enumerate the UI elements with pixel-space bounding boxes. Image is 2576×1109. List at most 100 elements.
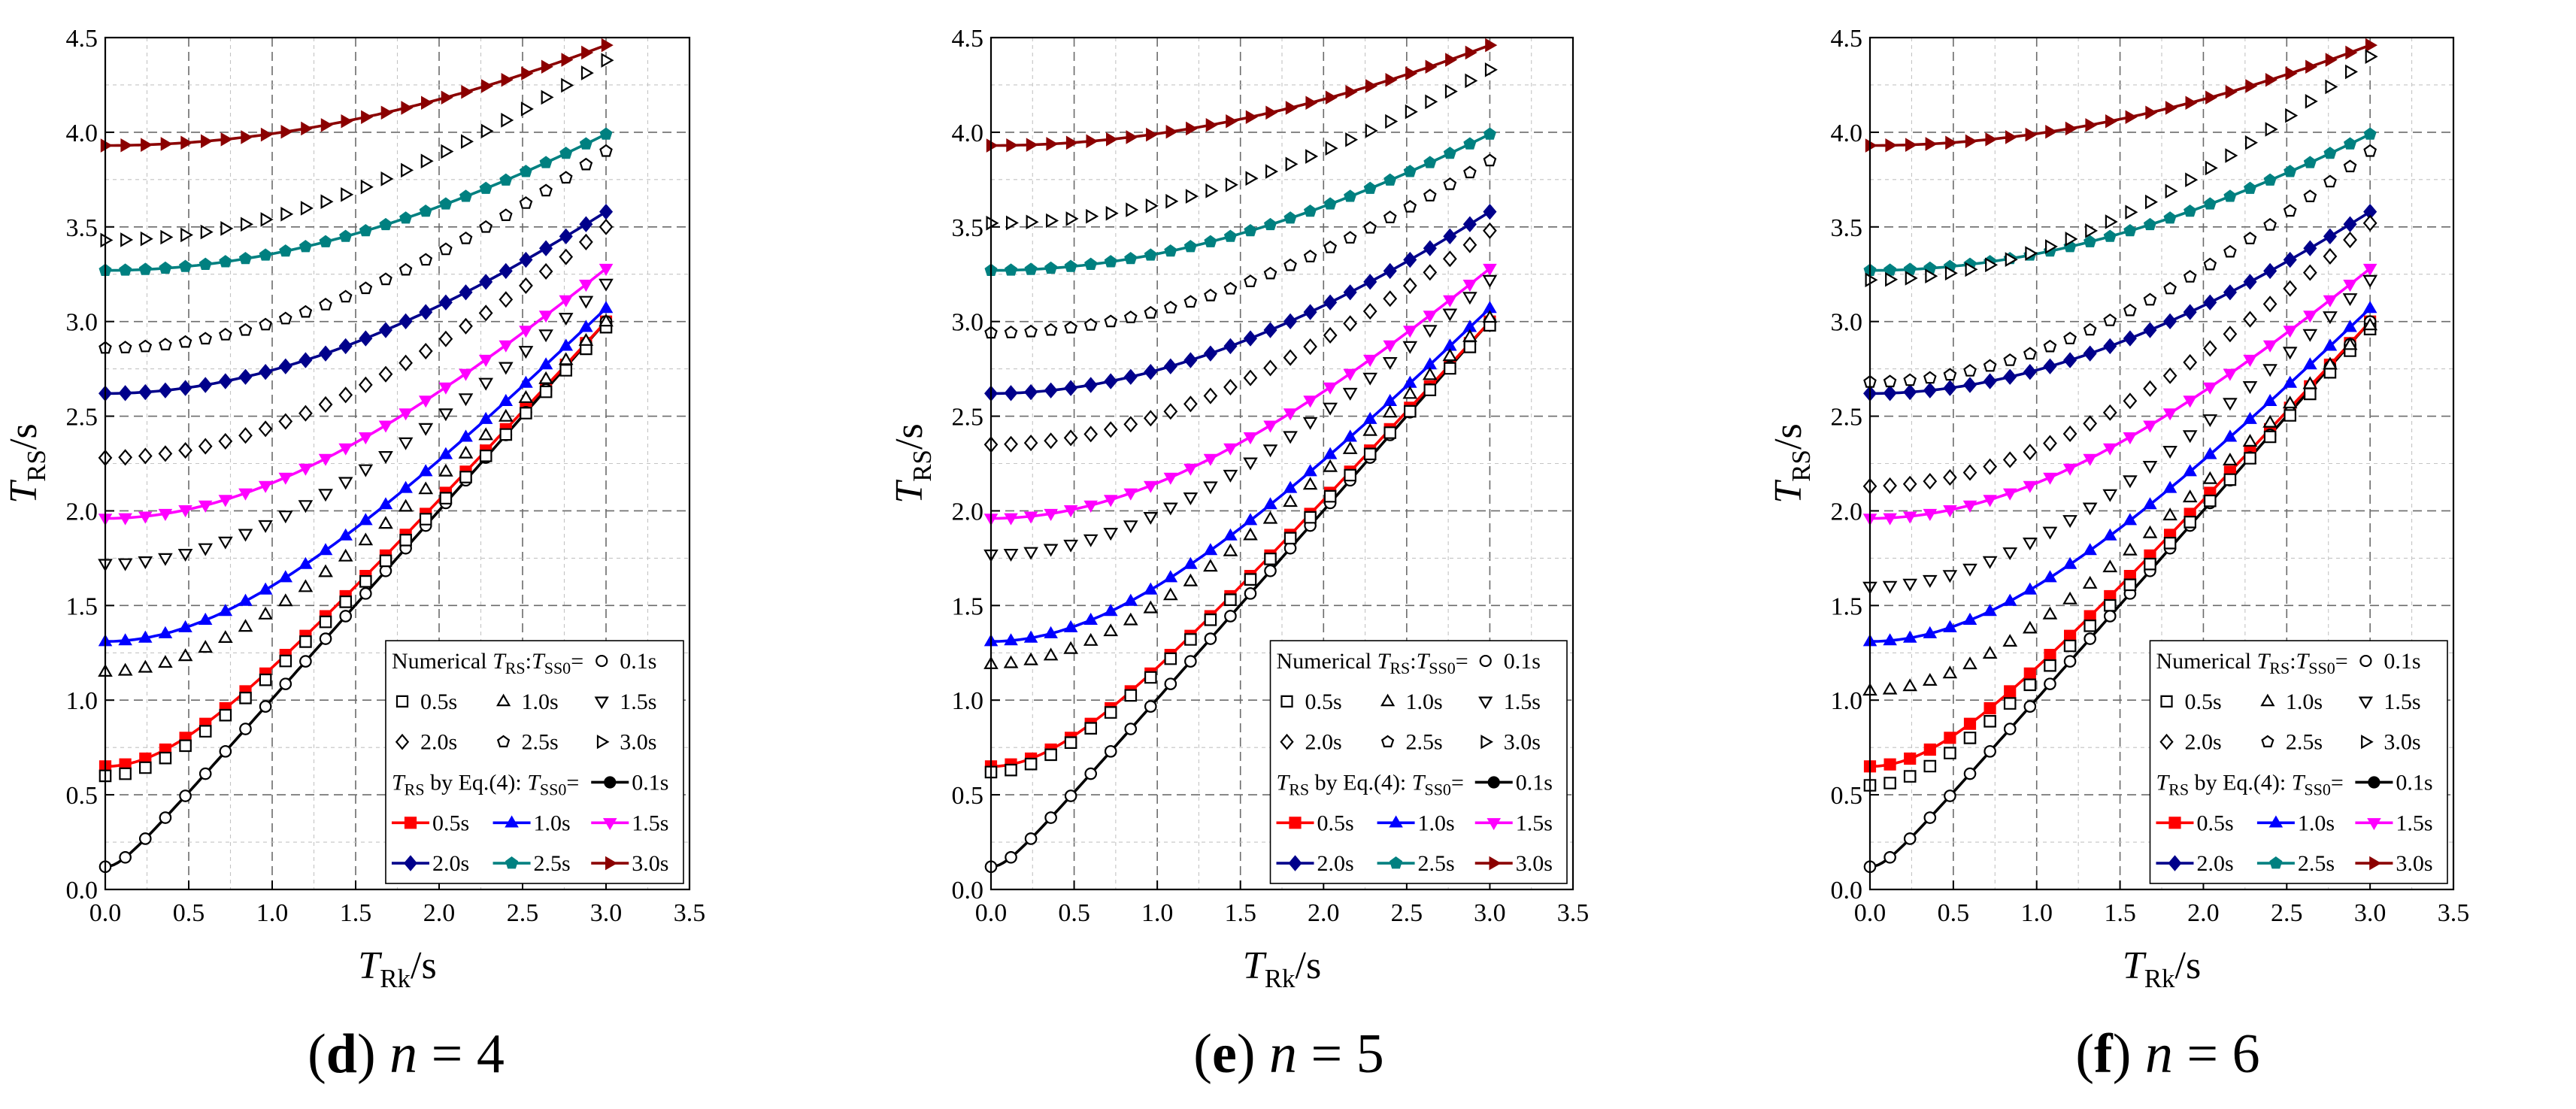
data-point [1203, 559, 1218, 572]
data-point [1183, 295, 1198, 308]
legend-label: 2.0s [2196, 851, 2233, 876]
data-point [2363, 127, 2377, 140]
data-point [279, 244, 292, 257]
data-point [199, 767, 212, 780]
data-point [241, 217, 254, 232]
data-point [138, 630, 153, 643]
data-point [499, 208, 513, 221]
data-point [2283, 375, 2298, 388]
data-point [1385, 114, 1399, 129]
data-point [2183, 353, 2198, 371]
data-point [2202, 414, 2218, 427]
y-tick-label: 2.5 [952, 404, 984, 432]
axes-frame [104, 36, 691, 891]
data-point [458, 445, 474, 459]
y-tick-label: 1.5 [1831, 592, 1863, 620]
data-point [238, 323, 253, 336]
data-point [1224, 593, 1237, 606]
data-point [579, 280, 593, 292]
data-point [138, 832, 152, 845]
axes-frame [1868, 36, 2455, 891]
data-point [521, 66, 534, 80]
x-tick-label: 2.0 [423, 899, 456, 927]
data-point [1024, 262, 1038, 275]
data-point [1943, 468, 1957, 486]
data-point [1982, 556, 1998, 569]
x-tick-label: 1.5 [340, 899, 372, 927]
data-point [1203, 481, 1218, 495]
data-point [259, 317, 272, 331]
data-point [2003, 723, 2017, 735]
data-point [220, 220, 234, 236]
data-point [1902, 578, 1918, 592]
data-point [499, 173, 513, 186]
data-point [1223, 469, 1238, 483]
data-point [1105, 205, 1119, 221]
data-point [1145, 198, 1159, 214]
data-point [1883, 374, 1897, 388]
data-point [418, 464, 433, 477]
x-tick-label: 0.5 [1058, 899, 1090, 927]
legend-marker [2368, 776, 2381, 789]
series-numerical-12 [98, 144, 613, 354]
data-point [1123, 416, 1138, 433]
x-tick-label: 3.5 [674, 899, 706, 927]
data-point [1303, 395, 1317, 408]
data-point [2125, 110, 2138, 125]
data-point [498, 408, 514, 422]
data-point [1963, 364, 1977, 377]
data-point [2263, 262, 2277, 280]
data-point [1423, 156, 1437, 168]
legend-marker [2261, 735, 2274, 747]
data-point [1925, 268, 1938, 284]
data-point [1483, 203, 1497, 220]
data-point [2062, 425, 2077, 442]
data-point [299, 305, 313, 318]
data-point [1104, 706, 1117, 719]
data-point [1244, 223, 1257, 237]
data-point [1043, 647, 1059, 661]
data-point [1402, 326, 1417, 338]
x-tick-label: 3.5 [1557, 899, 1590, 927]
data-point [160, 229, 174, 245]
data-point [318, 489, 333, 502]
data-point [1882, 681, 1898, 695]
data-point [519, 165, 533, 177]
data-point [1382, 405, 1398, 418]
data-point [1144, 671, 1157, 684]
data-point [1883, 513, 1897, 526]
data-point [378, 516, 393, 529]
data-point [1143, 410, 1158, 427]
legend-label: 1.0s [1418, 811, 1455, 835]
data-point [2223, 452, 2238, 465]
data-point [986, 138, 999, 153]
data-point [118, 449, 133, 466]
data-point [1484, 62, 1498, 77]
data-point [1442, 348, 1458, 362]
y-tick-label: 0.5 [66, 782, 98, 810]
caption-variable: n [1268, 1023, 1297, 1085]
data-point [299, 635, 312, 648]
data-point [2165, 183, 2178, 199]
data-point [1883, 633, 1897, 646]
data-point [1023, 547, 1038, 560]
data-point [1905, 271, 1918, 286]
data-point [1262, 444, 1278, 458]
data-point [2223, 284, 2237, 301]
data-point [581, 45, 594, 60]
data-point [338, 548, 353, 562]
data-point [338, 289, 353, 303]
data-point [419, 513, 432, 526]
data-point [339, 610, 352, 623]
data-point [2003, 697, 2017, 710]
data-point [177, 549, 193, 562]
data-point [318, 543, 333, 556]
data-point [1923, 743, 1936, 756]
data-point [559, 364, 572, 377]
data-point [379, 217, 392, 231]
data-point [2243, 274, 2257, 290]
data-point [2083, 453, 2097, 466]
data-point [599, 144, 613, 157]
data-point [2143, 380, 2157, 397]
